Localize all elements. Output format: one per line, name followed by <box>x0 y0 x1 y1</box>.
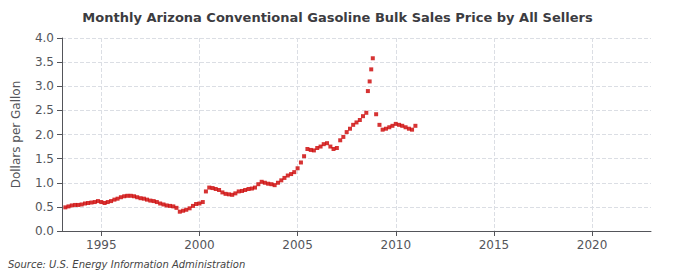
svg-text:2005: 2005 <box>282 238 313 252</box>
svg-text:2010: 2010 <box>380 238 411 252</box>
svg-text:3.0: 3.0 <box>35 79 54 93</box>
svg-text:Monthly Arizona Conventional G: Monthly Arizona Conventional Gasoline Bu… <box>82 10 593 25</box>
svg-text:0.0: 0.0 <box>35 224 54 238</box>
svg-text:2020: 2020 <box>577 238 608 252</box>
svg-text:1995: 1995 <box>86 238 117 252</box>
svg-text:3.5: 3.5 <box>35 55 54 69</box>
svg-text:Dollars per Gallon: Dollars per Gallon <box>9 81 23 189</box>
svg-text:4.0: 4.0 <box>35 31 54 45</box>
svg-text:2000: 2000 <box>184 238 215 252</box>
svg-text:2.0: 2.0 <box>35 128 54 142</box>
svg-text:1.5: 1.5 <box>35 152 54 166</box>
svg-text:2.5: 2.5 <box>35 103 54 117</box>
svg-text:1.0: 1.0 <box>35 176 54 190</box>
svg-text:2015: 2015 <box>479 238 510 252</box>
svg-text:Source: U.S. Energy Informatio: Source: U.S. Energy Information Administ… <box>8 259 245 270</box>
svg-text:0.5: 0.5 <box>35 200 54 214</box>
